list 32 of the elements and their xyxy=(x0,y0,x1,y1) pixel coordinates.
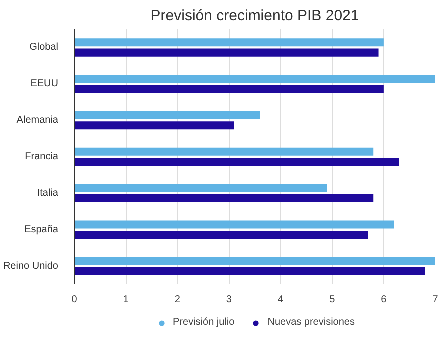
chart-title: Previsión crecimiento PIB 2021 xyxy=(150,8,360,24)
y-tick-label: Alemania xyxy=(16,115,59,126)
x-tick-label: 5 xyxy=(330,294,336,306)
bar xyxy=(74,267,426,276)
y-tick-label: España xyxy=(24,224,59,236)
bar xyxy=(74,184,328,192)
x-tick-label: 0 xyxy=(72,294,78,306)
bar xyxy=(74,148,374,156)
x-tick-label: 1 xyxy=(123,294,130,306)
y-tick-label: Reino Unido xyxy=(3,260,59,272)
bar xyxy=(74,194,374,203)
bar xyxy=(74,230,368,239)
bar xyxy=(74,75,436,84)
bar xyxy=(74,257,436,266)
bar xyxy=(74,38,384,47)
bar xyxy=(74,122,234,130)
y-tick-label: Italia xyxy=(37,188,59,199)
y-tick-label: Francia xyxy=(25,152,59,162)
y-tick-label: EEUU xyxy=(30,78,59,90)
bar xyxy=(74,158,400,166)
bar xyxy=(74,220,394,229)
x-tick-label: 7 xyxy=(432,294,439,306)
legend-label: Previsión julio xyxy=(173,317,235,328)
bar xyxy=(74,85,384,94)
bar xyxy=(74,111,260,120)
bar xyxy=(74,48,379,57)
legend-label: Nuevas previsiones xyxy=(268,317,355,328)
x-tick-label: 3 xyxy=(226,294,232,306)
x-tick-label: 6 xyxy=(381,294,388,306)
x-tick-label: 2 xyxy=(174,294,181,306)
y-tick-label: Global xyxy=(30,42,58,54)
x-tick-label: 4 xyxy=(278,294,284,306)
